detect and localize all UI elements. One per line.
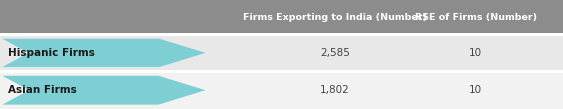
Text: 1,802: 1,802: [320, 85, 350, 95]
Text: Firms Exporting to India (Number): Firms Exporting to India (Number): [243, 13, 427, 22]
Bar: [0, 71, 563, 109]
Text: Hispanic Firms: Hispanic Firms: [8, 48, 95, 58]
Polygon shape: [2, 76, 205, 105]
Polygon shape: [2, 39, 205, 67]
Text: 10: 10: [469, 48, 482, 58]
Bar: [0, 0, 563, 34]
Text: 10: 10: [469, 85, 482, 95]
Bar: [0, 70, 563, 73]
Text: 2,585: 2,585: [320, 48, 350, 58]
Text: RSE of Firms (Number): RSE of Firms (Number): [415, 13, 537, 22]
Text: Asian Firms: Asian Firms: [8, 85, 77, 95]
Bar: [0, 34, 563, 71]
Bar: [0, 33, 563, 36]
